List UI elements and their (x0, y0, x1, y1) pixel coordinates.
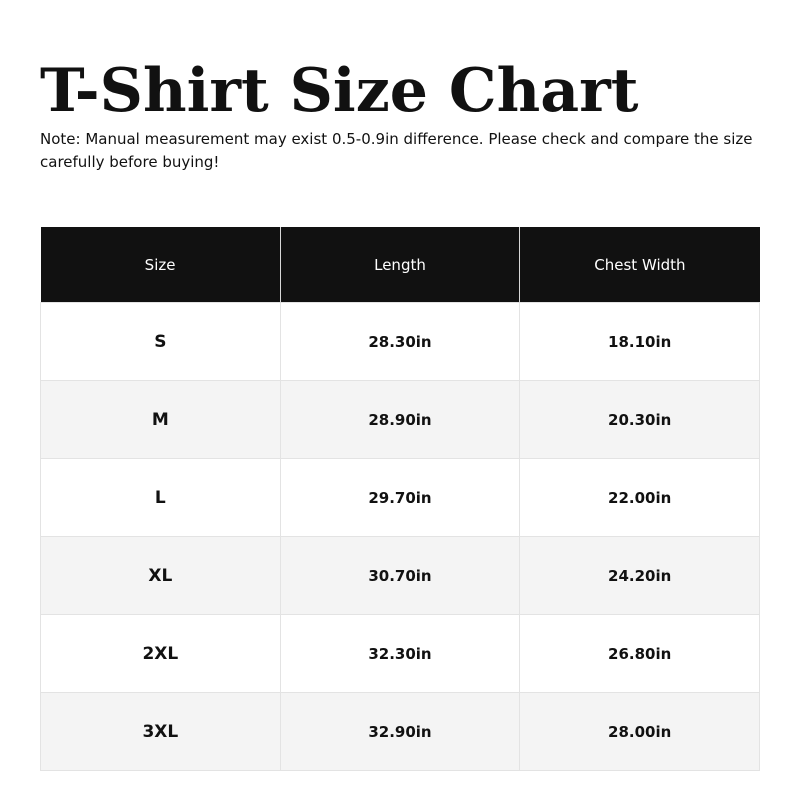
table-row: M 28.90in 20.30in (40, 380, 760, 459)
cell-length: 28.90in (279, 380, 521, 459)
cell-chest-width: 26.80in (519, 614, 760, 693)
cell-size: L (40, 458, 281, 537)
header-chest-width: Chest Width (519, 227, 760, 303)
cell-size: 3XL (40, 692, 281, 771)
cell-chest-width: 20.30in (519, 380, 760, 459)
cell-length: 30.70in (279, 536, 521, 615)
table-row: XL 30.70in 24.20in (40, 536, 760, 615)
cell-length: 28.30in (279, 302, 521, 381)
header-size: Size (40, 227, 281, 303)
cell-size: M (40, 380, 281, 459)
measurement-note: Note: Manual measurement may exist 0.5-0… (40, 130, 753, 171)
cell-length: 29.70in (279, 458, 521, 537)
table-header-row: Size Length Chest Width (40, 227, 760, 303)
cell-chest-width: 24.20in (519, 536, 760, 615)
size-chart-table: Size Length Chest Width S 28.30in 18.10in M… (40, 227, 760, 771)
table-row: 3XL 32.90in 28.00in (40, 692, 760, 771)
cell-size: XL (40, 536, 281, 615)
page-title: T-Shirt Size Chart (40, 56, 639, 126)
cell-chest-width: 22.00in (519, 458, 760, 537)
cell-length: 32.30in (279, 614, 521, 693)
header-length: Length (279, 227, 521, 303)
cell-chest-width: 18.10in (519, 302, 760, 381)
cell-size: 2XL (40, 614, 281, 693)
table-row: S 28.30in 18.10in (40, 302, 760, 381)
cell-chest-width: 28.00in (519, 692, 760, 771)
cell-size: S (40, 302, 281, 381)
cell-length: 32.90in (279, 692, 521, 771)
table-row: L 29.70in 22.00in (40, 458, 760, 537)
table-row: 2XL 32.30in 26.80in (40, 614, 760, 693)
